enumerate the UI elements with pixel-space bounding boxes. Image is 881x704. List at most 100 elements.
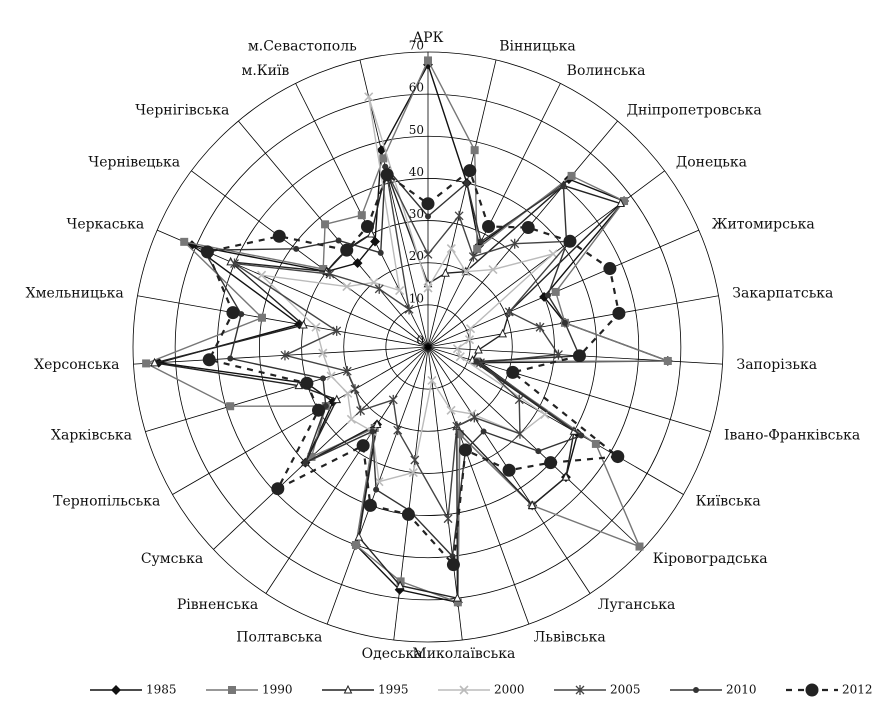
spoke xyxy=(172,346,429,495)
marker xyxy=(527,500,537,509)
marker xyxy=(311,322,321,332)
series-line xyxy=(259,96,554,483)
marker xyxy=(366,228,376,238)
category-label: Одеська xyxy=(362,646,423,662)
legend-label: 2005 xyxy=(610,683,641,697)
marker xyxy=(427,375,437,386)
marker xyxy=(446,244,456,254)
marker xyxy=(514,394,524,405)
spoke xyxy=(427,295,719,348)
marker xyxy=(423,283,433,293)
spoke xyxy=(427,59,497,348)
marker xyxy=(548,249,558,259)
category-label: Херсонська xyxy=(34,357,119,373)
category-label: АРК xyxy=(413,30,444,46)
marker xyxy=(425,213,431,220)
marker xyxy=(356,405,366,416)
marker xyxy=(410,455,420,466)
category-label: Чернівецька xyxy=(88,154,180,170)
marker xyxy=(379,154,388,163)
marker xyxy=(473,358,480,365)
marker xyxy=(372,419,382,428)
marker xyxy=(459,685,469,695)
marker xyxy=(373,486,380,493)
series-line xyxy=(154,168,623,600)
r-tick-label: 20 xyxy=(409,249,424,263)
legend-label: 1990 xyxy=(262,683,293,697)
marker xyxy=(228,686,236,694)
category-label: Харківська xyxy=(51,428,132,444)
r-tick-label: 50 xyxy=(409,123,424,137)
marker xyxy=(663,356,672,365)
marker xyxy=(382,163,389,170)
legend: 1985 1990 1995 2000 2005 2010 2012 xyxy=(90,683,873,697)
marker xyxy=(561,319,568,326)
marker xyxy=(350,384,360,395)
r-tick-label: 70 xyxy=(409,39,424,53)
marker xyxy=(380,168,394,182)
marker xyxy=(370,236,380,247)
marker xyxy=(551,287,560,296)
marker xyxy=(332,325,342,336)
category-label: Тернопільська xyxy=(53,494,160,510)
marker xyxy=(340,243,354,257)
marker xyxy=(535,448,542,455)
marker xyxy=(374,283,384,294)
marker xyxy=(502,463,516,477)
category-label: Миколаївська xyxy=(412,646,515,662)
spoke xyxy=(359,59,429,348)
r-tick-label: 10 xyxy=(409,291,424,305)
spoke xyxy=(427,120,618,348)
marker xyxy=(369,277,379,287)
marker xyxy=(335,237,342,244)
spoke xyxy=(265,346,429,594)
spoke xyxy=(133,346,429,365)
marker xyxy=(321,220,330,229)
spoke xyxy=(238,120,429,348)
marker xyxy=(393,425,403,436)
spoke xyxy=(427,346,463,641)
marker xyxy=(567,171,576,180)
category-label: Волинська xyxy=(567,63,646,79)
spoke xyxy=(427,229,700,348)
marker xyxy=(591,439,600,448)
category-label: Житомирська xyxy=(712,217,815,233)
marker xyxy=(230,258,239,269)
marker xyxy=(572,349,586,363)
marker xyxy=(515,428,525,439)
marker xyxy=(226,402,235,411)
marker xyxy=(180,237,189,246)
marker xyxy=(200,245,214,259)
marker xyxy=(521,221,535,235)
marker xyxy=(280,350,290,361)
marker xyxy=(603,262,617,276)
spoke xyxy=(427,346,684,495)
marker xyxy=(294,380,304,390)
marker xyxy=(463,164,477,178)
marker xyxy=(357,211,366,220)
marker xyxy=(326,371,336,381)
marker xyxy=(202,353,216,367)
marker xyxy=(693,687,699,693)
marker xyxy=(477,238,484,245)
marker xyxy=(257,270,267,280)
category-label: Закарпатська xyxy=(732,285,833,301)
series-line xyxy=(205,168,621,568)
legend-label: 2000 xyxy=(494,683,525,697)
marker xyxy=(453,593,462,602)
marker xyxy=(395,285,405,296)
marker xyxy=(377,249,384,256)
marker xyxy=(360,219,374,233)
marker xyxy=(466,324,476,334)
r-tick-label: 30 xyxy=(409,207,424,221)
marker xyxy=(461,267,471,277)
marker xyxy=(343,684,353,694)
marker xyxy=(318,348,328,358)
marker xyxy=(342,282,352,292)
marker xyxy=(482,219,496,233)
marker xyxy=(544,456,558,470)
spoke xyxy=(213,346,429,550)
marker xyxy=(395,580,405,590)
marker xyxy=(474,344,483,354)
